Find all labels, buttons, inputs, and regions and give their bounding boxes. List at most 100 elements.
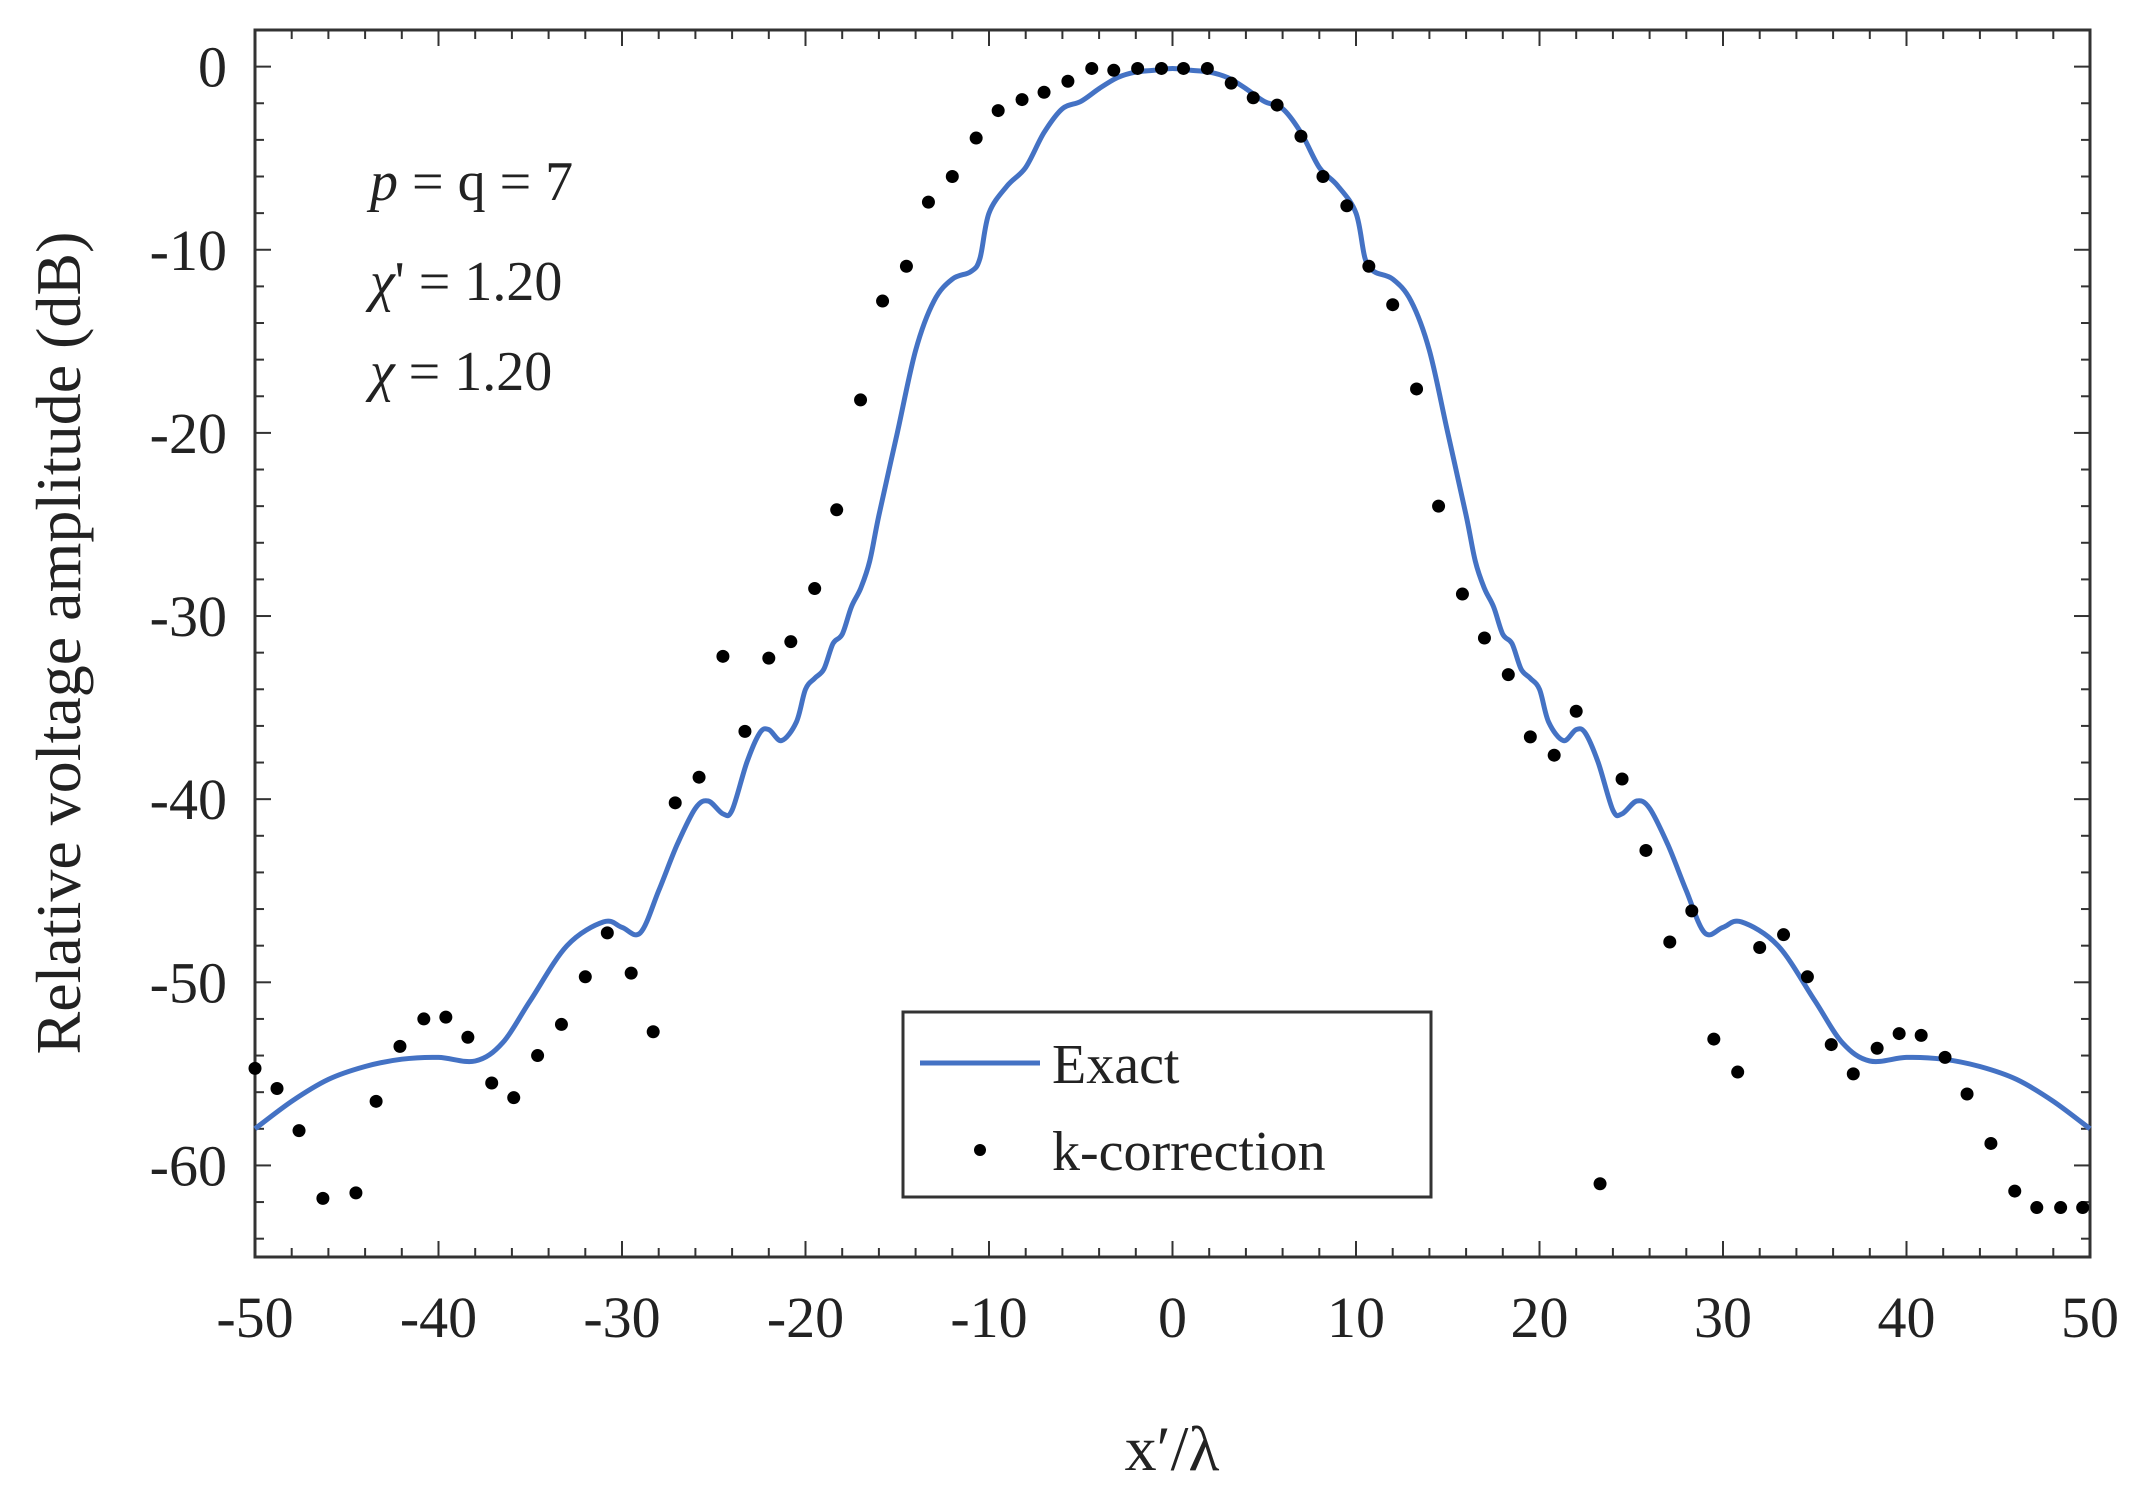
k-correction-point bbox=[899, 259, 913, 273]
k-correction-point bbox=[485, 1076, 499, 1090]
x-tick-label: 10 bbox=[1327, 1285, 1385, 1350]
k-correction-point bbox=[1037, 85, 1051, 99]
k-correction-point bbox=[854, 393, 868, 407]
k-correction-point bbox=[1085, 61, 1099, 75]
y-tick-label: -10 bbox=[150, 218, 227, 283]
x-tick-label: -40 bbox=[400, 1285, 477, 1350]
k-correction-point bbox=[1892, 1027, 1906, 1041]
k-correction-point bbox=[1914, 1028, 1928, 1042]
k-correction-point bbox=[1432, 499, 1446, 513]
tick-marks bbox=[254, 29, 2091, 1257]
k-correction-point bbox=[1294, 129, 1308, 143]
k-correction-point bbox=[1246, 91, 1260, 105]
k-correction-point bbox=[646, 1025, 660, 1039]
k-correction-point bbox=[692, 770, 706, 784]
x-tick-label: 40 bbox=[1878, 1285, 1936, 1350]
k-correction-point bbox=[1753, 941, 1767, 955]
y-tick-label: -30 bbox=[150, 584, 227, 649]
k-correction-point bbox=[1870, 1041, 1884, 1055]
k-correction-point bbox=[1523, 730, 1537, 744]
k-correction-point bbox=[461, 1030, 475, 1044]
x-tick-label: 50 bbox=[2061, 1285, 2119, 1350]
x-tick-labels: -50 -40 -30 -20 -10 0 10 20 30 40 50 bbox=[216, 1285, 2119, 1350]
k-correction-point bbox=[1685, 904, 1699, 918]
k-correction-point bbox=[1410, 382, 1424, 396]
k-correction-point bbox=[1777, 928, 1791, 942]
k-correction-point bbox=[393, 1039, 407, 1053]
k-correction-point bbox=[1501, 668, 1515, 682]
legend-exact-label: Exact bbox=[1052, 1034, 1180, 1096]
legend-box bbox=[901, 1010, 1433, 1199]
legend: Exact k-correction bbox=[901, 1010, 1433, 1199]
k-correction-point bbox=[1593, 1177, 1607, 1191]
k-correction-point bbox=[2054, 1201, 2068, 1215]
x-tick-label: 30 bbox=[1694, 1285, 1752, 1350]
legend-kcorr-marker bbox=[974, 1144, 986, 1156]
k-correction-point bbox=[1316, 170, 1330, 184]
k-correction-point bbox=[991, 104, 1005, 118]
k-correction-point bbox=[1569, 704, 1583, 718]
x-tick-label: -30 bbox=[583, 1285, 660, 1350]
k-correction-point bbox=[969, 131, 983, 145]
k-correction-point bbox=[716, 649, 730, 663]
k-correction-point bbox=[2030, 1201, 2044, 1215]
k-correction-point bbox=[1547, 748, 1561, 762]
k-correction-point bbox=[1846, 1067, 1860, 1081]
k-correction-point bbox=[2008, 1184, 2022, 1198]
exact-line bbox=[253, 66, 2092, 1131]
k-correction-point bbox=[349, 1186, 363, 1200]
k-correction-point bbox=[1061, 74, 1075, 88]
k-correction-point bbox=[1663, 935, 1677, 949]
k-correction-point bbox=[1455, 587, 1469, 601]
y-tick-label: 0 bbox=[198, 35, 227, 100]
x-tick-label: 0 bbox=[1158, 1285, 1187, 1350]
k-correction-point bbox=[624, 966, 638, 980]
y-tick-label: -60 bbox=[150, 1133, 227, 1198]
k-correction-point bbox=[1731, 1065, 1745, 1079]
y-axis-label: Relative voltage amplitude (dB) bbox=[23, 232, 94, 1055]
k-correction-point bbox=[1154, 61, 1168, 75]
series-exact bbox=[253, 66, 2092, 1131]
k-correction-point bbox=[738, 724, 752, 738]
annotation-chi: χ = 1.20 bbox=[365, 341, 552, 403]
k-correction-point bbox=[554, 1017, 568, 1031]
k-correction-point bbox=[1177, 61, 1191, 75]
legend-kcorr-label: k-correction bbox=[1052, 1121, 1326, 1183]
k-correction-point bbox=[600, 926, 614, 940]
k-correction-point bbox=[1340, 199, 1354, 213]
x-axis-label: x′/λ bbox=[1125, 1413, 1220, 1484]
k-correction-point bbox=[578, 970, 592, 984]
k-correction-point bbox=[507, 1091, 521, 1105]
k-correction-point bbox=[1984, 1136, 1998, 1150]
k-correction-point bbox=[292, 1124, 306, 1138]
y-tick-label: -40 bbox=[150, 767, 227, 832]
k-correction-point bbox=[1270, 98, 1284, 112]
k-correction-point bbox=[1477, 631, 1491, 645]
k-correction-point bbox=[248, 1061, 262, 1075]
k-correction-point bbox=[417, 1012, 431, 1026]
x-tick-label: -10 bbox=[950, 1285, 1027, 1350]
k-correction-point bbox=[762, 651, 776, 665]
y-tick-label: -50 bbox=[150, 950, 227, 1015]
k-correction-point bbox=[921, 195, 935, 209]
k-correction-point bbox=[1800, 970, 1814, 984]
y-tick-label: -20 bbox=[150, 401, 227, 466]
k-correction-point bbox=[369, 1094, 383, 1108]
x-tick-label: 20 bbox=[1511, 1285, 1569, 1350]
k-correction-point bbox=[668, 796, 682, 810]
k-correction-point bbox=[1107, 63, 1121, 77]
k-correction-point bbox=[1015, 93, 1029, 107]
series-k-correction bbox=[248, 61, 2090, 1215]
x-tick-label: -50 bbox=[216, 1285, 293, 1350]
k-correction-point bbox=[830, 503, 844, 517]
k-correction-point bbox=[316, 1191, 330, 1205]
k-correction-point bbox=[439, 1010, 453, 1024]
k-correction-point bbox=[1960, 1087, 1974, 1101]
annotation-chi-prime: χ' = 1.20 bbox=[365, 251, 562, 313]
k-correction-point bbox=[531, 1049, 545, 1063]
k-correction-point bbox=[1200, 61, 1214, 75]
k-correction-point bbox=[1707, 1032, 1721, 1046]
annotation-block: p = q = 7 χ' = 1.20 χ = 1.20 bbox=[365, 151, 573, 403]
k-correction-point bbox=[1386, 298, 1400, 312]
